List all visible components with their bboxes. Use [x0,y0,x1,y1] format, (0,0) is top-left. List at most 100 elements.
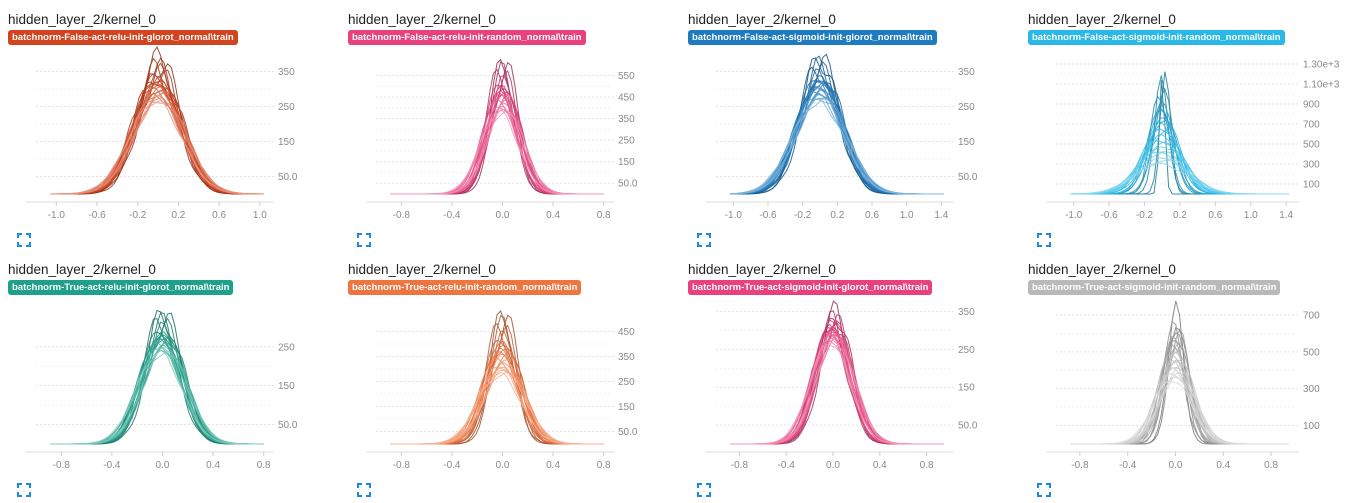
histogram-line [49,100,264,195]
histogram-line [390,322,604,445]
histogram-line [50,92,264,195]
histogram-line [390,58,604,195]
fullscreen-icon[interactable] [696,232,712,248]
histogram-plot[interactable]: 50.0 150 250 350 450 -0.8 -0.4 0.0 0.4 0.8 [348,298,658,474]
x-tick-label: -0.4 [778,460,796,471]
y-tick-label: 50.0 [278,172,298,183]
x-tick-label: 0.0 [826,460,840,471]
histogram-plot[interactable]: 50.0 150 250 -0.8 -0.4 0.0 0.4 0.8 [8,298,318,474]
y-tick-label: 1.30e+3 [1303,60,1340,71]
histogram-card: hidden_layer_2/kernel_0 batchnorm-True-a… [8,262,328,502]
histogram-line [390,348,604,445]
fullscreen-icon[interactable] [696,482,712,498]
y-tick-label: 100 [1303,180,1320,191]
run-badge[interactable]: batchnorm-True-act-relu-init-random_norm… [348,280,582,295]
x-tick-label: 0.0 [496,460,510,471]
run-badge[interactable]: batchnorm-True-act-relu-init-glorot_norm… [8,280,234,295]
histogram-line [50,347,264,445]
x-tick-label: 0.8 [1264,460,1278,471]
y-tick-label: 250 [958,102,975,113]
histogram-line [390,93,604,195]
y-tick-label: 250 [618,377,635,388]
histogram-plot[interactable]: 50.0 150 250 350 -0.8 -0.4 0.0 0.4 0.8 [688,298,998,474]
card-title: hidden_layer_2/kernel_0 [348,262,496,277]
x-tick-label: 0.8 [920,460,934,471]
fullscreen-icon[interactable] [356,482,372,498]
x-tick-label: -1.0 [1065,210,1083,221]
x-tick-label: -0.4 [443,210,461,221]
histogram-card: hidden_layer_2/kernel_0 batchnorm-False-… [8,12,328,252]
card-title: hidden_layer_2/kernel_0 [348,12,496,27]
histogram-line [1070,342,1289,445]
histogram-line [50,344,264,445]
x-tick-label: -0.2 [129,210,147,221]
run-badge[interactable]: batchnorm-True-act-sigmoid-init-glorot_n… [688,280,933,295]
histogram-line [390,68,604,195]
y-tick-label: 350 [618,114,635,125]
fullscreen-icon[interactable] [356,232,372,248]
histogram-plot[interactable]: 100 300 500 700 -0.8 -0.4 0.0 0.4 0.8 [1028,298,1343,474]
y-tick-label: 500 [1303,140,1320,151]
histogram-line [390,102,604,195]
run-badge[interactable]: batchnorm-False-act-sigmoid-init-random_… [1028,30,1285,45]
histogram-line [50,63,264,195]
histogram-line [390,93,604,195]
histogram-line [730,344,944,445]
x-tick-label: -0.6 [88,210,106,221]
run-badge[interactable]: batchnorm-True-act-sigmoid-init-random_n… [1028,280,1281,295]
fullscreen-icon[interactable] [16,482,32,498]
y-tick-label: 350 [278,67,295,78]
y-tick-label: 150 [278,381,295,392]
y-tick-label: 500 [1303,347,1320,358]
histogram-line [1070,364,1289,445]
x-tick-label: 1.0 [253,210,267,221]
histogram-line [1070,380,1289,445]
histogram-line [390,366,604,445]
histogram-line [730,68,944,195]
x-tick-label: -0.4 [1119,460,1137,471]
y-tick-label: 700 [1303,120,1320,131]
histogram-line [50,84,264,195]
histogram-plot[interactable]: 50.0 150 250 350 -1.0 -0.6 -0.2 0.2 0.6 1.0 [8,46,318,224]
run-badge[interactable]: batchnorm-False-act-sigmoid-init-glorot_… [688,30,937,45]
histogram-line [50,348,264,445]
fullscreen-icon-glyph [697,233,711,247]
x-tick-label: -0.4 [443,460,461,471]
histogram-line [390,330,604,445]
x-tick-label: -0.2 [1136,210,1154,221]
histogram-card: hidden_layer_2/kernel_0 batchnorm-True-a… [348,262,668,502]
histogram-line [50,93,264,195]
histogram-line [1070,344,1289,445]
y-tick-label: 250 [618,136,635,147]
x-tick-label: 0.6 [212,210,226,221]
histogram-plot[interactable]: 50.0 150 250 350 450 550 -0.8 -0.4 0.0 0.4 0.8 [348,48,658,224]
y-tick-label: 300 [1303,160,1320,171]
histogram-line [50,86,264,195]
histogram-card: hidden_layer_2/kernel_0 batchnorm-True-a… [1028,262,1348,502]
fullscreen-icon-glyph [1037,233,1051,247]
histogram-line [1070,87,1289,195]
histogram-plot[interactable]: 50.0 150 250 350 -1.0 -0.6 -0.2 0.2 0.6 1.0 1.4 [688,48,998,224]
fullscreen-icon[interactable] [16,232,32,248]
histogram-line [730,55,944,195]
histogram-line [1069,162,1289,195]
histogram-line [390,371,604,445]
histogram-plot[interactable]: 100 300 500 700 900 1.10e+3 1.30e+3 -1.0 -0.6 -0.… [1028,48,1343,224]
fullscreen-icon[interactable] [1036,232,1052,248]
y-tick-label: 150 [958,137,975,148]
run-badge[interactable]: batchnorm-False-act-relu-init-random_nor… [348,30,586,45]
y-tick-label: 900 [1303,100,1320,111]
fullscreen-icon[interactable] [1036,482,1052,498]
x-tick-label: 0.6 [865,210,879,221]
x-tick-label: -0.2 [794,210,812,221]
x-tick-label: 0.4 [1216,460,1230,471]
fullscreen-icon-glyph [357,233,371,247]
histogram-line [390,109,604,195]
histogram-line [1070,376,1289,445]
run-badge[interactable]: batchnorm-False-act-relu-init-glorot_nor… [8,30,238,45]
histogram-line [50,97,264,195]
fullscreen-icon-glyph [17,483,31,497]
x-tick-label: -1.0 [725,210,743,221]
histogram-line [730,334,944,445]
histogram-line [730,332,944,445]
